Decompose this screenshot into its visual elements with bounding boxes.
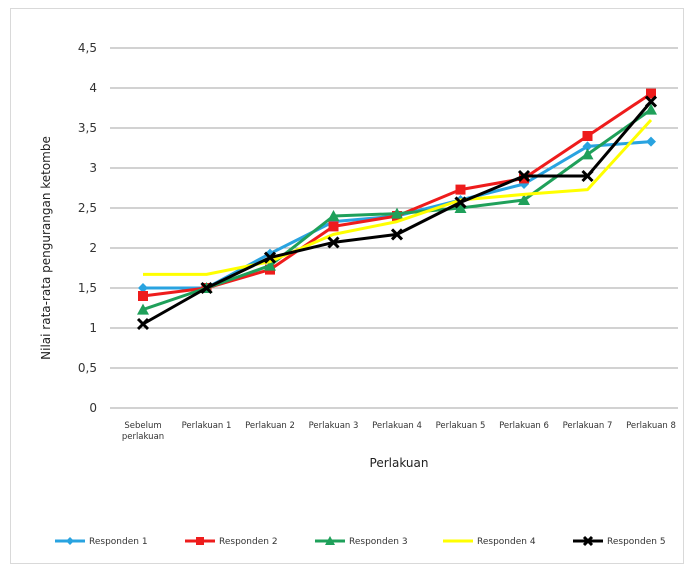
- point-marker: [518, 194, 530, 205]
- legend: Responden 1 Responden 2 Responden 3 Respond…: [55, 535, 666, 547]
- legend-label: Responden 2: [219, 537, 278, 547]
- point-marker: [582, 131, 593, 141]
- point-marker: [519, 173, 529, 184]
- point-marker: [138, 291, 148, 301]
- point-marker: [200, 281, 213, 295]
- point-marker: [138, 283, 148, 293]
- x-axis-title: Perlakuan: [370, 456, 429, 470]
- x-tick-label: Perlakuan 8: [626, 421, 676, 431]
- y-axis-title: Nilai rata-rata pengurangan ketombe: [39, 136, 53, 360]
- point-marker: [581, 148, 594, 160]
- point-marker: [137, 303, 149, 315]
- point-marker: [582, 141, 593, 152]
- point-marker: [455, 184, 466, 195]
- gridlines: [110, 47, 678, 409]
- y-tick-label: 0,5: [78, 361, 97, 375]
- y-tick-label: 1,5: [78, 281, 97, 295]
- point-marker: [645, 103, 657, 115]
- point-marker: [646, 88, 656, 99]
- point-marker: [327, 210, 340, 221]
- point-marker: [390, 228, 404, 241]
- y-tick-label: 3: [89, 161, 97, 175]
- point-marker: [263, 251, 277, 264]
- y-tick-label: 3,5: [78, 121, 97, 135]
- point-marker: [66, 537, 74, 545]
- series-line: [143, 118, 653, 276]
- x-tick-label: Perlakuan 7: [563, 421, 613, 431]
- series-5: [136, 95, 658, 331]
- point-marker: [196, 537, 204, 545]
- point-marker: [391, 207, 403, 219]
- legend-label: Responden 1: [89, 537, 148, 547]
- x-axis-ticks: Sebelum perlakuan Perlakuan 1 Perlakuan 2 Pe…: [122, 421, 676, 442]
- point-marker: [328, 221, 339, 232]
- series-4: [143, 118, 653, 276]
- x-tick-label: Perlakuan 1: [182, 421, 232, 431]
- y-tick-label: 2,5: [78, 201, 97, 215]
- series-line: [142, 92, 652, 298]
- point-marker: [644, 95, 658, 108]
- chart-frame: [10, 8, 684, 564]
- x-tick-label: Sebelum perlakuan: [122, 421, 164, 442]
- y-tick-label: 4: [89, 81, 97, 95]
- legend-item: Responden 2: [185, 537, 278, 547]
- point-marker: [582, 535, 594, 547]
- y-axis-ticks: 0 0,5 1 1,5 2 2,5 3 3,5 4 4,5: [78, 41, 97, 415]
- x-tick-label: Perlakuan 6: [499, 421, 549, 431]
- x-tick-label: Perlakuan 2: [245, 421, 295, 431]
- series-2: [138, 88, 656, 301]
- legend-item: Responden 3: [315, 536, 408, 547]
- y-tick-label: 2: [89, 241, 97, 255]
- legend-label: Responden 3: [349, 537, 408, 547]
- point-marker: [517, 169, 531, 183]
- point-marker: [136, 317, 150, 331]
- x-tick-label: Perlakuan 4: [372, 421, 422, 431]
- point-marker: [264, 259, 276, 271]
- point-marker: [646, 136, 656, 147]
- legend-item: Responden 1: [55, 537, 148, 547]
- point-marker: [454, 196, 467, 209]
- point-marker: [327, 236, 340, 249]
- legend-label: Responden 4: [477, 537, 536, 547]
- point-marker: [325, 536, 335, 545]
- y-tick-label: 1: [89, 321, 97, 335]
- series-3: [137, 103, 657, 315]
- legend-item: Responden 5: [573, 535, 666, 547]
- legend-label: Responden 5: [607, 537, 666, 547]
- point-marker: [581, 169, 594, 183]
- x-tick-label: Perlakuan 3: [309, 421, 359, 431]
- y-tick-label: 0: [89, 401, 97, 415]
- y-tick-label: 4,5: [78, 41, 97, 55]
- legend-item: Responden 4: [443, 537, 536, 547]
- x-tick-label: Perlakuan 5: [436, 421, 486, 431]
- series-lines: [136, 88, 658, 331]
- point-marker: [454, 202, 467, 213]
